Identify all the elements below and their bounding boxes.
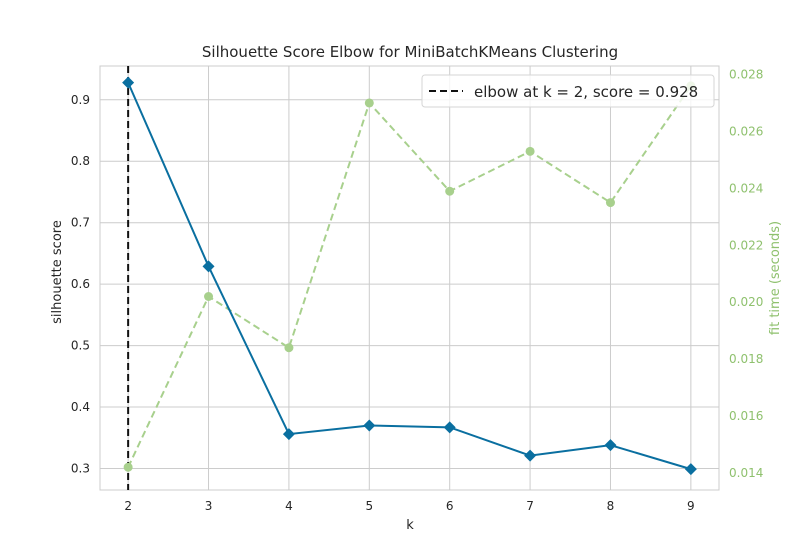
- plot-area-frame: [99, 65, 720, 491]
- x-axis-label: k: [406, 518, 414, 533]
- x-tick-label: 4: [285, 499, 293, 513]
- silhouette-score-point: [122, 76, 135, 89]
- y-tick-label: 0.4: [71, 400, 90, 414]
- x-tick-label: 8: [607, 499, 615, 513]
- silhouette-score-point: [524, 449, 537, 462]
- y2-tick-label: 0.022: [729, 238, 763, 252]
- fit-time-point: [204, 291, 214, 301]
- y2-tick-label: 0.024: [729, 181, 763, 195]
- fit-time-line: [127, 85, 692, 468]
- fit-time-point: [284, 343, 294, 353]
- y2-tick-label: 0.028: [729, 68, 763, 82]
- y2-tick-label: 0.014: [729, 466, 763, 480]
- y-tick-label: 0.5: [71, 339, 90, 353]
- silhouette-score-point: [684, 463, 697, 476]
- silhouette-score-point: [202, 260, 215, 273]
- x-tick-label: 9: [687, 499, 695, 513]
- x-tick-label: 2: [124, 499, 132, 513]
- fit-time-point: [605, 198, 615, 208]
- y-tick-label: 0.9: [71, 93, 90, 107]
- legend-box: [421, 74, 715, 108]
- silhouette-score-point: [363, 419, 376, 432]
- y2-tick-label: 0.016: [729, 409, 763, 423]
- x-tick-label: 6: [446, 499, 454, 513]
- fit-time-point: [445, 186, 455, 196]
- legend-label: elbow at k = 2, score = 0.928: [474, 83, 698, 101]
- series-layer: [122, 76, 697, 476]
- y-tick-label: 0.3: [71, 461, 90, 475]
- x-tick-label: 7: [526, 499, 534, 513]
- y2-tick-label: 0.018: [729, 352, 763, 366]
- x-tick-label: 3: [205, 499, 213, 513]
- y-tick-label: 0.7: [71, 216, 90, 230]
- y2-tick-label: 0.020: [729, 295, 763, 309]
- y-axis-label: silhouette score: [50, 220, 65, 324]
- y-tick-label: 0.6: [71, 277, 90, 291]
- grid-lines: [100, 66, 719, 490]
- x-tick-label: 5: [365, 499, 373, 513]
- tick-labels: 2 3 4 5 6 7 8 9 0.3 0.4 0.5 0.6 0.7 0.8 0.9 0.014 0.016 0…: [71, 68, 763, 513]
- fit-time-point: [364, 98, 374, 108]
- fit-time-point: [525, 146, 535, 156]
- silhouette-score-point: [443, 421, 456, 434]
- y2-axis-label: fit time (seconds): [768, 221, 783, 335]
- chart-title: Silhouette Score Elbow for MiniBatchKMea…: [202, 43, 618, 61]
- legend: elbow at k = 2, score = 0.928: [421, 74, 715, 108]
- y2-tick-label: 0.026: [729, 124, 763, 138]
- silhouette-score-line: [127, 82, 692, 471]
- y-tick-label: 0.8: [71, 154, 90, 168]
- silhouette-score-point: [282, 428, 295, 441]
- fit-time-point: [123, 462, 133, 472]
- silhouette-score-point: [604, 439, 617, 452]
